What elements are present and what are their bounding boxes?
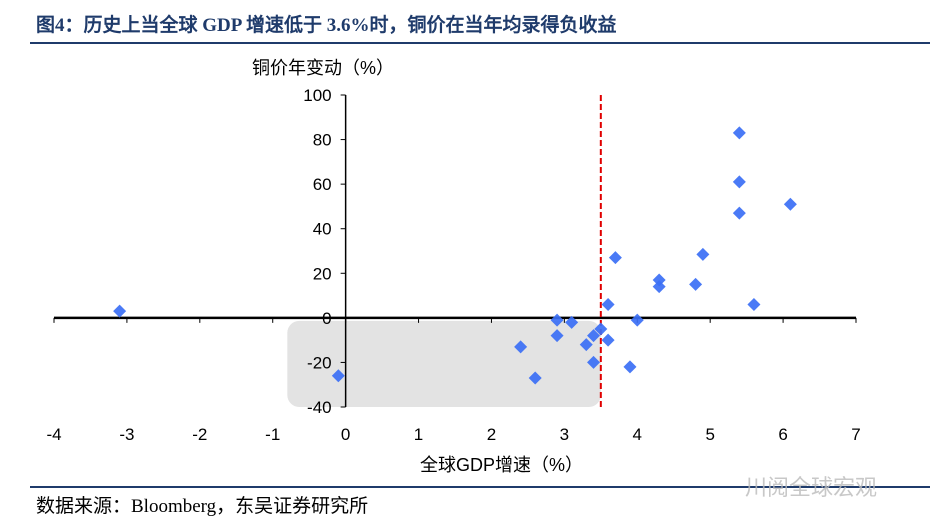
data-point	[652, 273, 666, 287]
y-tick-label: 60	[313, 175, 332, 194]
data-point	[113, 304, 127, 318]
data-point	[747, 297, 761, 311]
x-tick-label: 1	[414, 425, 423, 444]
data-point	[565, 315, 579, 329]
data-point	[652, 280, 666, 294]
data-point	[587, 355, 601, 369]
x-tick-label: -1	[265, 425, 280, 444]
data-point	[528, 371, 542, 385]
source-divider	[30, 486, 930, 488]
data-point	[594, 322, 608, 336]
x-tick-label: -3	[119, 425, 134, 444]
data-point	[696, 247, 710, 261]
x-tick-label: 0	[341, 425, 350, 444]
data-point	[732, 126, 746, 140]
x-axis-label: 全球GDP增速（%）	[420, 455, 583, 475]
x-tick-label: 6	[778, 425, 787, 444]
x-tick-label: 5	[705, 425, 714, 444]
data-point	[732, 175, 746, 189]
y-tick-label: 100	[303, 86, 331, 105]
data-point	[601, 297, 615, 311]
x-tick-label: -2	[192, 425, 207, 444]
data-point	[608, 251, 622, 265]
data-point	[331, 369, 345, 383]
x-tick-label: -4	[46, 425, 61, 444]
data-point	[550, 313, 564, 327]
watermark: 川阅全球宏观	[745, 476, 878, 501]
data-point	[689, 277, 703, 291]
x-tick-label: 3	[560, 425, 569, 444]
y-tick-label: 80	[313, 131, 332, 150]
data-point	[783, 197, 797, 211]
y-tick-label: 40	[313, 220, 332, 239]
data-point	[623, 360, 637, 374]
data-point	[587, 329, 601, 343]
chart-title: 图4：历史上当全球 GDP 增速低于 3.6%时，铜价在当年均录得负收益	[36, 15, 617, 36]
x-tick-label: 7	[851, 425, 860, 444]
y-tick-label: -40	[307, 398, 332, 417]
data-point	[514, 340, 528, 354]
data-point	[630, 313, 644, 327]
title-divider	[30, 42, 930, 44]
source-note: 数据来源：Bloomberg，东吴证券研究所	[36, 496, 369, 517]
x-tick-label: 2	[487, 425, 496, 444]
y-tick-label: 0	[322, 309, 331, 328]
data-point	[601, 333, 615, 347]
data-point	[732, 206, 746, 220]
y-tick-label: -20	[307, 353, 332, 372]
data-point	[550, 329, 564, 343]
data-point	[579, 338, 593, 352]
y-axis-label: 铜价年变动（%）	[252, 58, 394, 78]
x-tick-label: 4	[633, 425, 642, 444]
y-tick-label: 20	[313, 264, 332, 283]
